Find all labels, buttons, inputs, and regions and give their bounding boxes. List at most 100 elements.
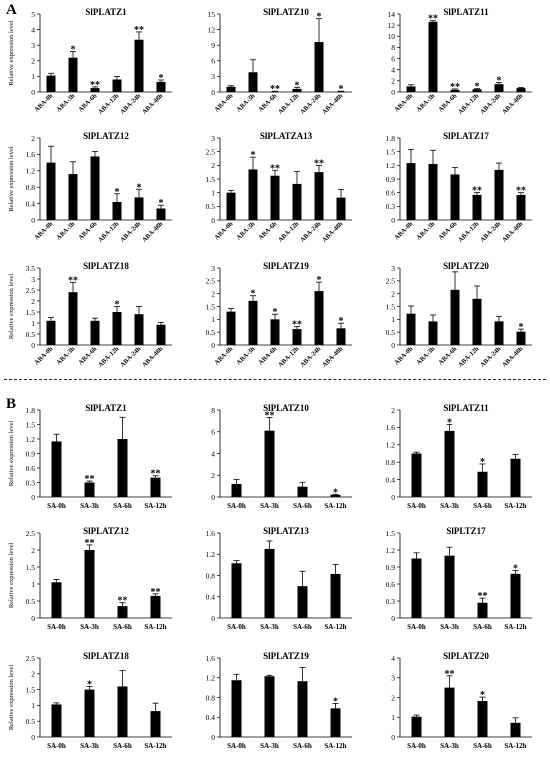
chart-title: SlPLATZ18 (83, 651, 129, 661)
y-tick-label: 1.5 (206, 175, 216, 184)
y-tick-label: 0.5 (206, 202, 216, 211)
significance-mark: * (480, 457, 485, 468)
significance-mark: ** (314, 158, 324, 169)
significance-mark: * (475, 82, 480, 93)
x-tick-label: SA-0h (47, 623, 66, 631)
y-tick-label: 10 (388, 32, 396, 41)
bar (477, 602, 488, 618)
x-tick-label: ABA-3h (415, 345, 436, 366)
y-tick-label: 0.9 (26, 449, 36, 458)
chart-title: SlPLATZ10 (263, 403, 309, 413)
bar (68, 292, 78, 345)
bar (406, 86, 416, 92)
y-tick-label: 0 (31, 614, 35, 623)
significance-mark: * (251, 289, 256, 300)
y-tick-label: 1 (31, 701, 35, 710)
x-tick-label: SA-6h (293, 742, 312, 750)
bar (516, 88, 526, 92)
y-tick-label: 3 (31, 41, 35, 50)
y-tick-label: 12 (388, 21, 396, 30)
bar (150, 711, 161, 737)
chart-title: SlPLATZ1 (85, 403, 127, 413)
bar (51, 704, 62, 737)
x-tick-label: SA-0h (47, 502, 66, 510)
y-tick-label: 1.5 (386, 302, 396, 311)
x-tick-label: SA-6h (473, 623, 492, 631)
x-tick-label: ABA-24h (479, 345, 503, 369)
y-tick-label: 2 (31, 546, 35, 555)
y-tick-label: 0 (391, 216, 395, 225)
y-tick-label: 1.6 (206, 529, 216, 538)
x-tick-label: ABA-48h (141, 345, 165, 369)
chart-title: SlPLATZ17 (443, 131, 489, 141)
bar (270, 319, 280, 345)
y-tick-label: 0.8 (206, 693, 216, 702)
y-tick-label: 0.5 (26, 717, 36, 726)
y-tick-label: 3 (391, 674, 395, 683)
x-tick-label: ABA-0h (213, 92, 234, 113)
y-tick-label: 1.8 (386, 134, 396, 143)
y-tick-label: 4 (211, 449, 215, 458)
y-tick-label: 3 (211, 264, 215, 273)
y-tick-label: 0.4 (206, 593, 216, 602)
y-tick-label: 1 (31, 319, 35, 328)
bar (117, 686, 128, 737)
y-tick-label: 1.5 (26, 308, 36, 317)
chart-title: SlPLATZ18 (83, 261, 129, 271)
y-tick-label: 1.8 (26, 406, 36, 415)
x-tick-label: SA-0h (227, 502, 246, 510)
bar (472, 298, 482, 345)
x-tick-label: ABA-12h (277, 345, 301, 369)
significance-mark: * (273, 307, 278, 318)
x-tick-label: ABA-48h (321, 220, 345, 244)
bar (450, 174, 460, 220)
panel-label-a: A (6, 2, 17, 18)
significance-mark: * (513, 563, 518, 574)
bar (46, 162, 56, 220)
y-tick-label: 0 (391, 733, 395, 742)
bar (510, 458, 521, 497)
y-tick-label: 3 (391, 264, 395, 273)
y-tick-label: 0.8 (386, 458, 396, 467)
x-tick-label: ABA-0h (393, 345, 414, 366)
y-tick-label: 1.6 (386, 423, 396, 432)
x-tick-label: ABA-6h (77, 92, 98, 113)
y-tick-label: 14 (388, 10, 396, 19)
y-tick-label: 1.2 (26, 435, 36, 444)
bar (444, 430, 455, 497)
y-tick-label: 2.5 (206, 147, 216, 156)
x-tick-label: ABA-3h (55, 220, 76, 241)
x-tick-label: ABA-6h (257, 220, 278, 241)
significance-mark: * (115, 187, 120, 198)
x-tick-label: SA-12h (504, 742, 526, 750)
x-tick-label: SA-6h (473, 502, 492, 510)
y-tick-label: 1.2 (26, 167, 36, 176)
bar (134, 39, 144, 92)
x-tick-label: SA-3h (440, 742, 459, 750)
x-tick-label: ABA-24h (299, 220, 323, 244)
y-tick-label: 0.5 (26, 330, 36, 339)
bar (117, 439, 128, 497)
x-tick-label: SA-3h (80, 623, 99, 631)
y-tick-label: 2 (211, 289, 215, 298)
y-tick-label: 1.2 (206, 550, 216, 559)
y-tick-label: 1.2 (386, 441, 396, 450)
y-tick-label: 1.6 (206, 654, 216, 663)
bar (477, 701, 488, 737)
bar (411, 558, 422, 618)
y-tick-label: 0.9 (386, 175, 396, 184)
y-tick-label: 0.8 (26, 183, 36, 192)
x-tick-label: ABA-24h (299, 345, 323, 369)
y-tick-label: 0.5 (206, 328, 216, 337)
y-tick-label: 2 (391, 693, 395, 702)
y-tick-label: 2.5 (26, 286, 36, 295)
bar (428, 21, 438, 92)
bar (226, 86, 236, 92)
significance-mark: ** (450, 82, 460, 93)
y-tick-label: 2 (391, 77, 395, 86)
significance-mark: ** (85, 474, 95, 485)
bar (297, 486, 308, 497)
y-tick-label: 5 (31, 10, 35, 19)
bar (330, 708, 341, 737)
